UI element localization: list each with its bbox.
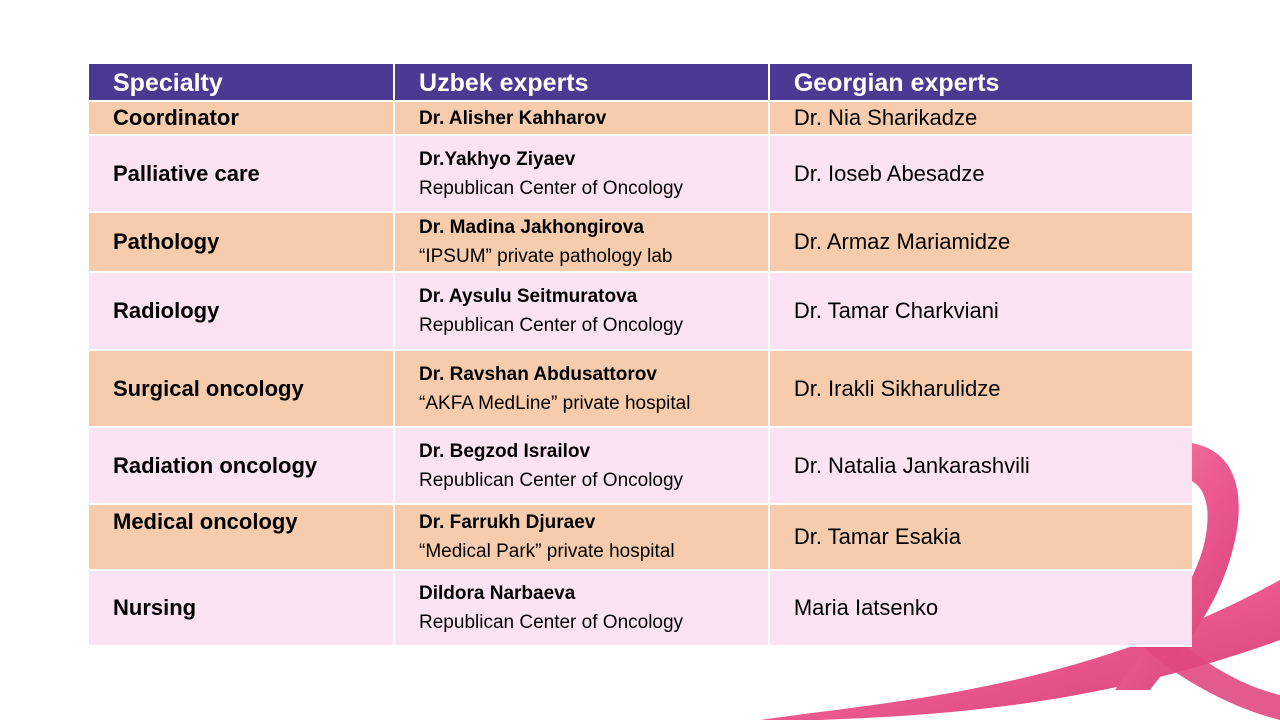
specialty-cell: Radiology: [89, 272, 396, 351]
uzbek-expert-affiliation: Republican Center of Oncology: [419, 177, 684, 199]
specialty-label: Coordinator: [113, 105, 239, 130]
specialty-label: Radiology: [113, 298, 220, 323]
georgian-expert-name: Dr. Tamar Esakia: [793, 524, 961, 549]
uzbek-expert-cell: Dr. Aysulu Seitmuratova Republican Center…: [394, 272, 770, 351]
specialty-label: Radiation oncology: [113, 452, 318, 478]
specialty-cell: Coordinator: [89, 101, 396, 136]
georgian-expert-cell: Dr. Nia Sharikadze: [768, 101, 1192, 136]
specialty-cell: Surgical oncology: [89, 350, 396, 428]
uzbek-expert-cell: Dildora Narbaeva Republican Center of Onc…: [394, 570, 770, 647]
uzbek-expert-name: Dr.Yakhyo Ziyaev: [419, 148, 576, 170]
georgian-expert-cell: Dr. Irakli Sikharulidze: [768, 350, 1192, 428]
experts-table: Specialty Uzbek experts Georgian experts…: [89, 64, 1192, 647]
georgian-expert-name: Maria Iatsenko: [793, 595, 939, 620]
table-row: Medical oncology Dr. Farrukh Djuraev “Med…: [89, 504, 1192, 571]
uzbek-expert-cell: Dr. Farrukh Djuraev “Medical Park” privat…: [394, 504, 770, 571]
specialty-label: Palliative care: [113, 160, 260, 186]
georgian-expert-name: Dr. Ioseb Abesadze: [793, 160, 985, 186]
specialty-cell: Palliative care: [89, 135, 396, 213]
specialty-label: Medical oncology: [113, 509, 298, 534]
table-row: Palliative care Dr.Yakhyo Ziyaev Republic…: [89, 135, 1192, 213]
header-uzbek-experts: Uzbek experts: [394, 64, 770, 102]
specialty-cell: Medical oncology: [89, 504, 396, 571]
uzbek-expert-name: Dr. Ravshan Abdusattorov: [419, 363, 657, 385]
table-row: Radiology Dr. Aysulu Seitmuratova Republi…: [89, 272, 1192, 351]
uzbek-expert-cell: Dr. Alisher Kahharov: [394, 101, 770, 136]
header-specialty: Specialty: [89, 64, 396, 102]
specialty-cell: Pathology: [89, 212, 396, 273]
table-row: Surgical oncology Dr. Ravshan Abdusattor…: [89, 350, 1192, 428]
specialty-label: Pathology: [113, 229, 220, 254]
uzbek-expert-cell: Dr.Yakhyo Ziyaev Republican Center of Onc…: [394, 135, 770, 213]
table-row: Nursing Dildora Narbaeva Republican Cente…: [89, 570, 1192, 647]
georgian-expert-cell: Dr. Tamar Esakia: [768, 504, 1192, 571]
uzbek-expert-affiliation: “Medical Park” private hospital: [419, 541, 675, 562]
georgian-expert-cell: Dr. Armaz Mariamidze: [768, 212, 1192, 273]
uzbek-expert-name: Dr. Aysulu Seitmuratova: [419, 286, 638, 307]
uzbek-expert-cell: Dr. Madina Jakhongirova “IPSUM” private p…: [394, 212, 770, 273]
uzbek-expert-affiliation: Republican Center of Oncology: [419, 469, 684, 491]
specialty-cell: Radiation oncology: [89, 427, 396, 505]
uzbek-expert-name: Dr. Madina Jakhongirova: [419, 217, 644, 238]
georgian-expert-name: Dr. Natalia Jankarashvili: [793, 452, 1030, 478]
table-header-row: Specialty Uzbek experts Georgian experts: [89, 64, 1192, 102]
georgian-expert-name: Dr. Irakli Sikharulidze: [793, 375, 1001, 401]
uzbek-expert-name: Dr. Alisher Kahharov: [419, 107, 607, 129]
georgian-expert-name: Dr. Tamar Charkviani: [793, 298, 999, 323]
georgian-expert-name: Dr. Nia Sharikadze: [793, 105, 978, 130]
uzbek-expert-name: Dildora Narbaeva: [419, 583, 576, 604]
table-row: Coordinator Dr. Alisher Kahharov Dr. Nia…: [89, 101, 1192, 136]
uzbek-expert-affiliation: “IPSUM” private pathology lab: [419, 246, 673, 267]
georgian-expert-name: Dr. Armaz Mariamidze: [793, 229, 1011, 254]
specialty-cell: Nursing: [89, 570, 396, 647]
georgian-expert-cell: Maria Iatsenko: [768, 570, 1192, 647]
specialty-label: Nursing: [113, 595, 197, 620]
uzbek-expert-cell: Dr. Begzod Israilov Republican Center of …: [394, 427, 770, 505]
uzbek-expert-affiliation: Republican Center of Oncology: [419, 612, 684, 633]
georgian-expert-cell: Dr. Natalia Jankarashvili: [768, 427, 1192, 505]
uzbek-expert-name: Dr. Farrukh Djuraev: [419, 512, 596, 533]
uzbek-expert-affiliation: “AKFA MedLine” private hospital: [419, 392, 691, 414]
georgian-expert-cell: Dr. Tamar Charkviani: [768, 272, 1192, 351]
header-georgian-experts: Georgian experts: [768, 64, 1192, 102]
georgian-expert-cell: Dr. Ioseb Abesadze: [768, 135, 1192, 213]
specialty-label: Surgical oncology: [113, 375, 304, 401]
table-row: Pathology Dr. Madina Jakhongirova “IPSUM”…: [89, 212, 1192, 273]
uzbek-expert-affiliation: Republican Center of Oncology: [419, 315, 684, 336]
uzbek-expert-cell: Dr. Ravshan Abdusattorov “AKFA MedLine” p…: [394, 350, 770, 428]
table-row: Radiation oncology Dr. Begzod Israilov Re…: [89, 427, 1192, 505]
uzbek-expert-name: Dr. Begzod Israilov: [419, 440, 591, 462]
